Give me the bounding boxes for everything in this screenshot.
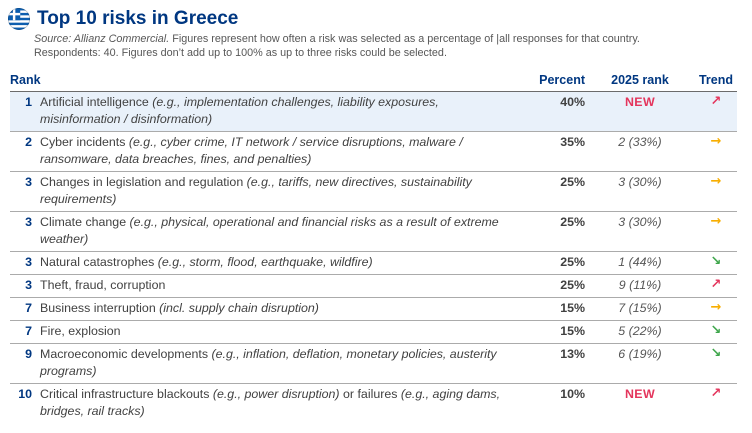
trend-down-icon: ↘ xyxy=(710,346,722,361)
table-row: 7 Fire, explosion 15% 5 (22%) ↘ xyxy=(10,320,737,343)
column-header-rank: Rank xyxy=(10,73,41,87)
rank-2025-cell: NEW xyxy=(624,387,656,401)
risk-cell: Natural catastrophes (e.g., storm, flood… xyxy=(32,254,530,271)
trend-up-icon: ↗ xyxy=(710,277,722,292)
trend-flat-icon: → xyxy=(710,300,722,315)
risk-cell: Macroeconomic developments (e.g., inflat… xyxy=(32,346,530,380)
trend-down-icon: ↘ xyxy=(710,254,722,269)
rank-cell: 3 xyxy=(25,278,32,292)
table-body: 1 Artificial intelligence (e.g., impleme… xyxy=(10,92,737,423)
risk-name-text: Changes in legislation and regulation xyxy=(40,175,247,189)
table-row: 9 Macroeconomic developments (e.g., infl… xyxy=(10,343,737,383)
risk-cell: Theft, fraud, corruption xyxy=(32,277,530,294)
trend-flat-icon: → xyxy=(710,134,722,149)
table-row: 3 Theft, fraud, corruption 25% 9 (11%) ↗ xyxy=(10,274,737,297)
risk-name-text: Fire, explosion xyxy=(40,324,121,338)
rank-2025-cell: 1 (44%) xyxy=(618,255,662,269)
table-row: 10 Critical infrastructure blackouts (e.… xyxy=(10,383,737,423)
table-header: Rank Percent 2025 rank Trend xyxy=(10,73,737,92)
trend-up-icon: ↗ xyxy=(710,386,722,401)
rank-cell: 10 xyxy=(18,387,32,401)
table-row: 3 Natural catastrophes (e.g., storm, flo… xyxy=(10,251,737,274)
risk-detail-text: (e.g., inflation, deflation, monetary po… xyxy=(40,347,497,378)
rank-2025-cell: 2 (33%) xyxy=(618,135,662,149)
rank-cell: 3 xyxy=(25,215,32,229)
risk-table: Rank Percent 2025 rank Trend 1 Artificia… xyxy=(10,73,737,423)
risk-detail-text: (e.g., tariffs, new directives, sustaina… xyxy=(40,175,472,206)
trend-down-icon: ↘ xyxy=(710,323,722,338)
risk-name-text: Cyber incidents xyxy=(40,135,129,149)
risk-name-text: Artificial intelligence xyxy=(40,95,153,109)
rank-cell: 3 xyxy=(25,255,32,269)
rank-2025-cell: 7 (15%) xyxy=(618,301,662,315)
rank-2025-cell: 5 (22%) xyxy=(618,324,662,338)
percent-cell: 25% xyxy=(560,255,585,269)
trend-up-icon: ↗ xyxy=(710,94,722,109)
table-row: 3 Climate change (e.g., physical, operat… xyxy=(10,211,737,251)
source-note: Source: Allianz Commercial. Figures repr… xyxy=(34,33,752,60)
risk-name-text: Business interruption xyxy=(40,301,160,315)
page-title: Top 10 risks in Greece xyxy=(37,8,239,29)
percent-cell: 13% xyxy=(560,347,585,361)
risk-name-text: or failures xyxy=(339,387,401,401)
risk-cell: Changes in legislation and regulation (e… xyxy=(32,174,530,208)
risk-cell: Critical infrastructure blackouts (e.g.,… xyxy=(32,386,530,420)
rank-2025-cell: 3 (30%) xyxy=(618,215,662,229)
rank-cell: 9 xyxy=(25,347,32,361)
risk-detail-text: (e.g., implementation challenges, liabil… xyxy=(40,95,439,126)
percent-cell: 25% xyxy=(560,215,585,229)
risk-name-text: Macroeconomic developments xyxy=(40,347,212,361)
percent-cell: 25% xyxy=(560,278,585,292)
risk-cell: Fire, explosion xyxy=(32,323,530,340)
rank-cell: 2 xyxy=(25,135,32,149)
trend-flat-icon: → xyxy=(710,174,722,189)
rank-cell: 3 xyxy=(25,175,32,189)
risk-detail-text: (e.g., aging dams, bridges, rail tracks) xyxy=(40,387,501,418)
rank-2025-cell: 3 (30%) xyxy=(618,175,662,189)
percent-cell: 40% xyxy=(560,95,585,109)
risk-cell: Business interruption (incl. supply chai… xyxy=(32,300,530,317)
table-row: 2 Cyber incidents (e.g., cyber crime, IT… xyxy=(10,131,737,171)
percent-cell: 15% xyxy=(560,324,585,338)
rank-cell: 7 xyxy=(25,324,32,338)
risk-detail-text: (e.g., cyber crime, IT network / service… xyxy=(40,135,463,166)
table-row: 1 Artificial intelligence (e.g., impleme… xyxy=(10,92,737,131)
risk-detail-text: (e.g., physical, operational and financi… xyxy=(40,215,499,246)
risk-name-text: Theft, fraud, corruption xyxy=(40,278,166,292)
source-line2: Respondents: 40. Figures don’t add up to… xyxy=(34,46,447,59)
rank-2025-cell: 9 (11%) xyxy=(618,278,662,292)
percent-cell: 35% xyxy=(560,135,585,149)
table-row: 3 Changes in legislation and regulation … xyxy=(10,171,737,211)
risk-detail-text: (e.g., power disruption) xyxy=(212,387,340,401)
percent-cell: 25% xyxy=(560,175,585,189)
risk-name-text: Critical infrastructure blackouts xyxy=(40,387,213,401)
rank-cell: 7 xyxy=(25,301,32,315)
risk-detail-text: (e.g., storm, flood, earthquake, wildfir… xyxy=(157,255,373,269)
column-header-2025-rank: 2025 rank xyxy=(611,73,669,87)
greece-flag-icon xyxy=(8,8,30,30)
column-header-trend: Trend xyxy=(698,73,734,87)
risk-cell: Cyber incidents (e.g., cyber crime, IT n… xyxy=(32,134,530,168)
trend-flat-icon: → xyxy=(710,214,722,229)
source-text: Figures represent how often a risk was s… xyxy=(169,33,640,45)
source-prefix: Source: Allianz Commercial. xyxy=(34,33,170,45)
page-header: Top 10 risks in Greece xyxy=(0,0,752,30)
rank-2025-cell: 6 (19%) xyxy=(618,347,662,361)
table-row: 7 Business interruption (incl. supply ch… xyxy=(10,297,737,320)
risk-name-text: Natural catastrophes xyxy=(40,255,158,269)
risk-cell: Artificial intelligence (e.g., implement… xyxy=(32,94,530,128)
risk-cell: Climate change (e.g., physical, operatio… xyxy=(32,214,530,248)
risk-detail-text: (incl. supply chain disruption) xyxy=(159,301,319,315)
rank-cell: 1 xyxy=(25,95,32,109)
percent-cell: 10% xyxy=(560,387,585,401)
rank-2025-cell: NEW xyxy=(624,95,656,109)
column-header-percent: Percent xyxy=(539,73,585,87)
risk-name-text: Climate change xyxy=(40,215,130,229)
percent-cell: 15% xyxy=(560,301,585,315)
